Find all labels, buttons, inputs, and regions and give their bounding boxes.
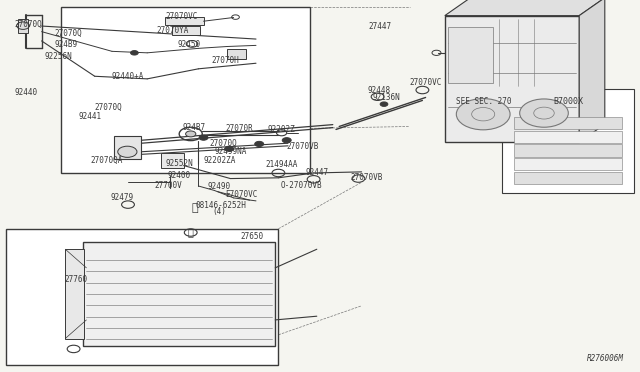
Bar — [161, 153, 184, 168]
Circle shape — [255, 141, 264, 147]
Text: 924B7: 924B7 — [182, 123, 205, 132]
Text: 92450: 92450 — [178, 40, 201, 49]
Bar — [514, 117, 622, 129]
Circle shape — [282, 138, 291, 143]
Text: 92499NA: 92499NA — [214, 147, 247, 156]
Bar — [6, 229, 278, 365]
Circle shape — [456, 99, 510, 130]
Text: 27760: 27760 — [64, 275, 87, 284]
Circle shape — [225, 146, 234, 151]
Text: 27070Q: 27070Q — [54, 29, 82, 38]
Bar — [514, 131, 622, 143]
Text: 08146-6252H: 08146-6252H — [195, 201, 246, 210]
Text: 924B9: 924B9 — [54, 40, 77, 49]
Text: 27070QA: 27070QA — [91, 156, 124, 165]
Text: 27070R: 27070R — [225, 124, 253, 133]
Text: 92479: 92479 — [110, 193, 133, 202]
Text: O-27070VB: O-27070VB — [280, 181, 322, 190]
Text: 27070VB: 27070VB — [351, 173, 383, 182]
Text: 27070Q: 27070Q — [95, 103, 122, 112]
Circle shape — [186, 131, 196, 137]
Text: 27070YA: 27070YA — [157, 26, 189, 35]
Bar — [227, 49, 246, 59]
Text: 27070Q: 27070Q — [210, 139, 237, 148]
Bar — [514, 172, 622, 184]
Text: R276006M: R276006M — [587, 354, 624, 363]
Polygon shape — [579, 0, 605, 142]
Text: 92447: 92447 — [306, 169, 329, 177]
Text: 27650: 27650 — [240, 232, 263, 241]
Bar — [61, 7, 310, 173]
Text: 92256N: 92256N — [45, 52, 72, 61]
Text: 27070VC: 27070VC — [410, 78, 442, 87]
Text: 27070Q: 27070Q — [14, 20, 42, 29]
Circle shape — [131, 51, 138, 55]
Text: 92441: 92441 — [78, 112, 101, 121]
Text: 92136N: 92136N — [372, 93, 400, 102]
Bar — [65, 249, 84, 339]
Text: Ⓑ: Ⓑ — [188, 227, 194, 237]
Text: 27700V: 27700V — [155, 182, 182, 190]
Text: 92552N: 92552N — [165, 159, 193, 168]
Circle shape — [380, 102, 388, 106]
Bar — [165, 17, 204, 25]
Text: 27070VB: 27070VB — [287, 142, 319, 151]
Text: 21494AA: 21494AA — [266, 160, 298, 169]
Text: 27070VC: 27070VC — [165, 12, 198, 21]
Text: E7070VC: E7070VC — [225, 190, 258, 199]
Circle shape — [118, 146, 137, 157]
Polygon shape — [445, 0, 605, 16]
Text: Ⓑ: Ⓑ — [192, 203, 198, 213]
Bar — [18, 19, 28, 33]
Text: 92202Z: 92202Z — [268, 125, 295, 134]
Bar — [514, 158, 622, 170]
Bar — [445, 16, 579, 142]
Bar — [448, 27, 493, 83]
Text: SEE SEC. 270: SEE SEC. 270 — [456, 97, 511, 106]
Text: (4): (4) — [212, 207, 227, 216]
Text: 92490: 92490 — [208, 182, 231, 191]
Text: 27070H: 27070H — [211, 56, 239, 65]
Bar — [172, 26, 200, 35]
Bar — [114, 136, 141, 159]
Text: 92440: 92440 — [14, 88, 37, 97]
Bar — [83, 242, 275, 346]
Text: 92202ZA: 92202ZA — [204, 156, 236, 165]
Circle shape — [520, 99, 568, 127]
Text: 92400: 92400 — [168, 171, 191, 180]
Text: 92440+A: 92440+A — [112, 72, 145, 81]
Text: 27447: 27447 — [368, 22, 391, 31]
Circle shape — [199, 135, 208, 140]
Bar — [514, 144, 622, 157]
Text: B7000X: B7000X — [553, 97, 583, 106]
Bar — [502, 89, 634, 193]
Text: 92448: 92448 — [368, 86, 391, 94]
